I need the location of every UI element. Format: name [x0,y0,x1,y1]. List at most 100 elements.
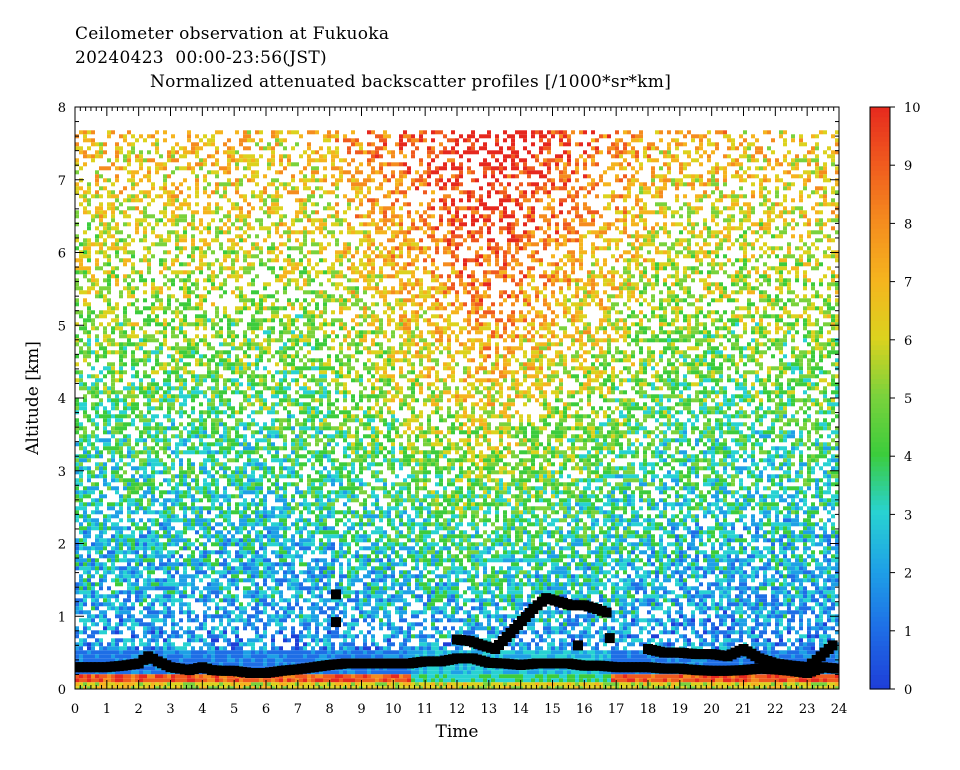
heatmap-cell [231,322,235,327]
heatmap-cell [395,230,399,235]
heatmap-cell [115,314,119,319]
heatmap-cell [763,242,767,247]
heatmap-cell [303,242,307,247]
heatmap-cell [751,318,755,323]
heatmap-cell [675,250,679,255]
heatmap-cell [715,254,719,259]
heatmap-cell [571,194,575,199]
heatmap-cell [447,322,451,327]
heatmap-cell [495,254,499,259]
heatmap-cell [731,318,735,323]
heatmap-cell [707,338,711,343]
heatmap-cell [75,246,79,251]
heatmap-cell [499,334,503,339]
heatmap-cell [147,222,151,227]
heatmap-cell [431,206,435,211]
heatmap-cell [183,346,187,351]
heatmap-cell [227,154,231,159]
heatmap-cell [363,338,367,343]
heatmap-cell [619,290,623,295]
heatmap-cell [563,278,567,283]
heatmap-cell [835,254,839,259]
heatmap-cell [623,186,627,191]
heatmap-cell [179,202,183,207]
heatmap-cell [579,338,583,343]
heatmap-cell [219,230,223,235]
heatmap-cell [419,182,423,187]
heatmap-cell [835,274,839,279]
heatmap-cell [135,226,139,231]
heatmap-cell [303,290,307,295]
heatmap-cell [503,266,507,271]
heatmap-cell [123,346,127,351]
heatmap-cell [535,294,539,299]
heatmap-cell [179,310,183,315]
heatmap-cell [663,262,667,267]
heatmap-cell [611,238,615,243]
heatmap-cell [451,242,455,247]
heatmap-cell [383,194,387,199]
heatmap-cell [687,150,691,155]
heatmap-cell [631,322,635,327]
heatmap-cell [431,130,435,135]
heatmap-cell [611,322,615,327]
heatmap-cell [475,218,479,223]
heatmap-cell [431,314,435,319]
heatmap-cell [195,146,199,151]
heatmap-cell [131,322,135,327]
heatmap-cell [547,238,551,243]
heatmap-cell [327,150,331,155]
heatmap-cell [291,330,295,335]
heatmap-cell [463,318,467,323]
heatmap-cell [523,334,527,339]
heatmap-cell [79,186,83,191]
heatmap-cell [367,158,371,163]
heatmap-cell [695,330,699,335]
heatmap-cell [667,154,671,159]
heatmap-cell [323,270,327,275]
heatmap-cell [575,214,579,219]
heatmap-cell [199,222,203,227]
heatmap-cell [743,250,747,255]
heatmap-cell [567,254,571,259]
heatmap-cell [727,238,731,243]
heatmap-cell [311,158,315,163]
heatmap-cell [643,274,647,279]
heatmap-cell [399,286,403,291]
heatmap-cell [303,282,307,287]
heatmap-cell [635,154,639,159]
heatmap-cell [227,198,231,203]
heatmap-cell [243,146,247,151]
heatmap-cell [331,150,335,155]
heatmap-cell [739,194,743,199]
heatmap-cell [671,138,675,143]
heatmap-cell [163,282,167,287]
heatmap-cell [739,162,743,167]
heatmap-cell [399,270,403,275]
heatmap-cell [99,234,103,239]
heatmap-cell [467,290,471,295]
heatmap-cell [455,298,459,303]
heatmap-cell [451,302,455,307]
heatmap-cell [667,338,671,343]
heatmap-cell [635,286,639,291]
heatmap-cell [563,174,567,179]
heatmap-cell [655,266,659,271]
heatmap-cell [571,294,575,299]
heatmap-cell [547,338,551,343]
heatmap-cell [751,290,755,295]
heatmap-cell [487,338,491,343]
heatmap-cell [835,202,839,207]
heatmap-cell [683,266,687,271]
heatmap-cell [147,170,151,175]
heatmap-cell [667,302,671,307]
heatmap-cell [95,278,99,283]
heatmap-cell [603,274,607,279]
heatmap-cell [727,194,731,199]
heatmap-cell [523,298,527,303]
heatmap-cell [259,146,263,151]
heatmap-cell [115,150,119,155]
heatmap-cell [583,194,587,199]
heatmap-cell [467,258,471,263]
heatmap-cell [143,234,147,239]
